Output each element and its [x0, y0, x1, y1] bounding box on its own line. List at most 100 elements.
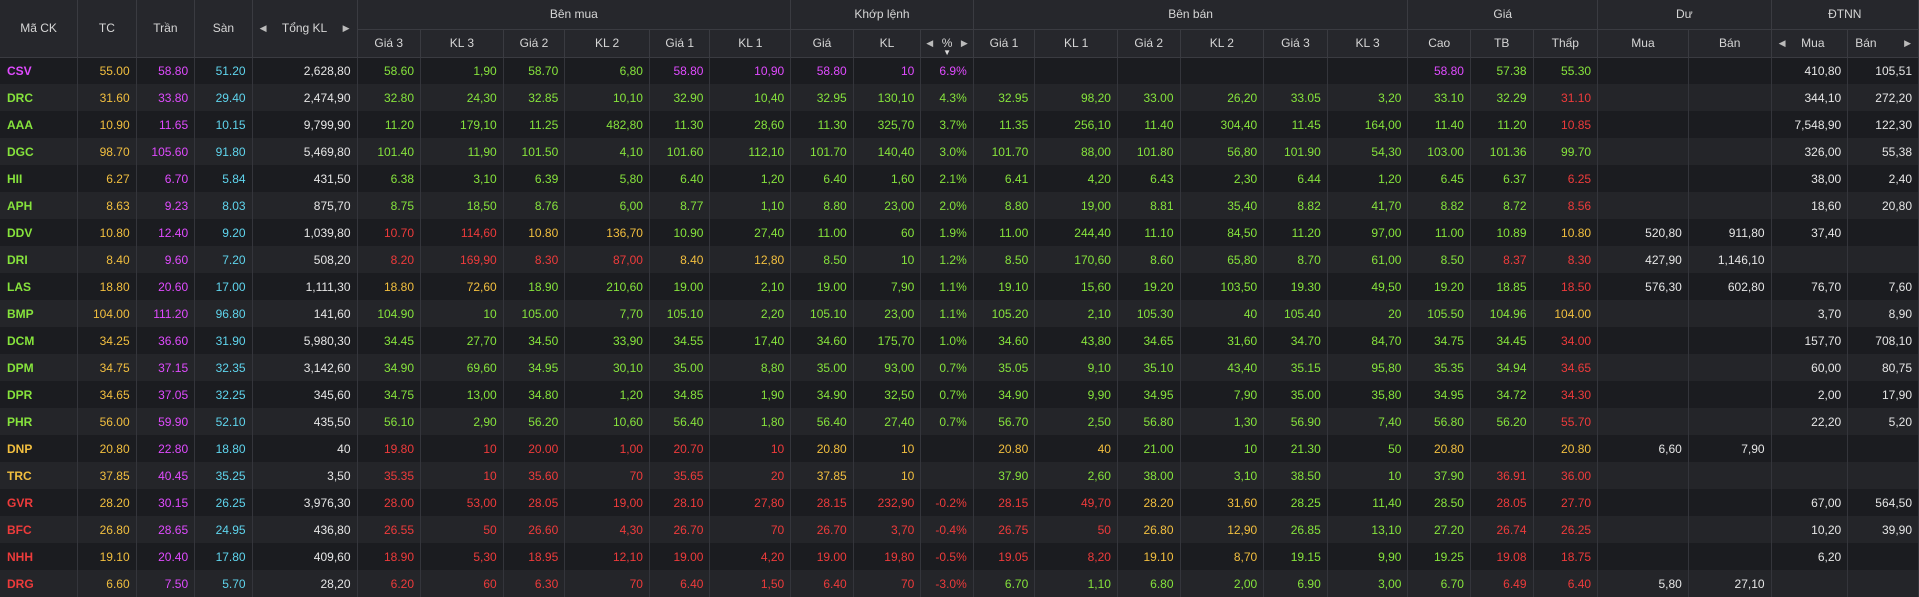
chevron-left-icon[interactable]: ◀: [1778, 37, 1786, 48]
cell-symbol[interactable]: PHR: [0, 408, 79, 435]
table-row[interactable]: DRG 6.60 7.50 5.70 28,20 6.20 60 6.30 70 6.40 1,50…: [0, 570, 1919, 597]
cell-buy-kl3: 179,10: [420, 111, 504, 138]
table-row[interactable]: DGC 98.70 105.60 91.80 5,469,80 101.40 11,90 10…: [0, 138, 1919, 165]
col-sell-gia2[interactable]: Giá 2: [1117, 29, 1181, 58]
cell-symbol[interactable]: HII: [0, 165, 79, 192]
col-sell-kl2[interactable]: KL 2: [1180, 29, 1265, 58]
cell-symbol[interactable]: DDV: [0, 219, 79, 246]
cell-sell-gia2: 8.60: [1117, 246, 1181, 273]
cell-symbol[interactable]: DPR: [0, 381, 79, 408]
cell-tc: 55.00: [77, 57, 137, 84]
table-row[interactable]: TRC 37.85 40.45 35.25 3,50 35.35 10 35.60 70 35.6…: [0, 462, 1919, 489]
col-san[interactable]: Sàn: [194, 0, 253, 58]
col-tran[interactable]: Trần: [136, 0, 196, 58]
table-row[interactable]: NHH 19.10 20.40 17.80 409,60 18.90 5,30 18.95 12…: [0, 543, 1919, 570]
col-du-ban[interactable]: Bán: [1688, 29, 1772, 58]
cell-nn-ban: 55,38: [1847, 138, 1919, 165]
cell-du-mua: 520,80: [1597, 219, 1689, 246]
col-sell-kl1[interactable]: KL 1: [1034, 29, 1118, 58]
cell-sell-kl3: [1327, 57, 1409, 84]
col-ma-ck[interactable]: Mã CK: [0, 0, 79, 58]
cell-symbol[interactable]: DRI: [0, 246, 79, 273]
table-row[interactable]: DRI 8.40 9.60 7.20 508,20 8.20 169,90 8.30 87,00…: [0, 246, 1919, 273]
cell-tran: 20.60: [136, 273, 196, 300]
cell-buy-gia3: 18.80: [357, 273, 422, 300]
col-nn-ban[interactable]: Bán ▶: [1847, 29, 1919, 58]
cell-sell-kl2: 3,10: [1180, 462, 1265, 489]
cell-du-mua: [1597, 138, 1689, 165]
col-sell-kl3[interactable]: KL 3: [1327, 29, 1409, 58]
chevron-right-icon[interactable]: ▶: [960, 37, 968, 48]
cell-buy-kl3: 27,70: [420, 327, 504, 354]
table-row[interactable]: DNP 20.80 22.80 18.80 40 19.80 10 20.00 1,00 20.7…: [0, 435, 1919, 462]
cell-match-kl: 93,00: [853, 354, 922, 381]
col-match-gia[interactable]: Giá: [790, 29, 854, 58]
cell-cao: 6.45: [1407, 165, 1471, 192]
cell-match-gia: 6.40: [790, 165, 854, 192]
cell-symbol[interactable]: CSV: [0, 57, 79, 84]
cell-buy-gia3: 32.80: [357, 84, 422, 111]
col-thap[interactable]: Thấp: [1533, 29, 1599, 58]
table-row[interactable]: APH 8.63 9.23 8.03 875,70 8.75 18,50 8.76 6,00 8.…: [0, 192, 1919, 219]
cell-du-ban: [1688, 516, 1772, 543]
cell-symbol[interactable]: DRC: [0, 84, 79, 111]
cell-sell-kl2: 56,80: [1180, 138, 1265, 165]
cell-symbol[interactable]: DPM: [0, 354, 79, 381]
col-buy-kl3[interactable]: KL 3: [420, 29, 504, 58]
table-row[interactable]: DPM 34.75 37.15 32.35 3,142,60 34.90 69,60 34.9…: [0, 354, 1919, 381]
cell-nn-ban: [1847, 570, 1919, 597]
col-tong-kl[interactable]: ◀ Tổng KL ▶: [252, 0, 358, 58]
table-row[interactable]: HII 6.27 6.70 5.84 431,50 6.38 3,10 6.39 5,80 6.4…: [0, 165, 1919, 192]
table-row[interactable]: BMP 104.00 111.20 96.80 141,60 104.90 10 105.00…: [0, 300, 1919, 327]
cell-symbol[interactable]: APH: [0, 192, 79, 219]
cell-symbol[interactable]: BMP: [0, 300, 79, 327]
table-row[interactable]: DCM 34.25 36.60 31.90 5,980,30 34.45 27,70 34.5…: [0, 327, 1919, 354]
cell-buy-kl3: 10: [420, 435, 504, 462]
col-tb[interactable]: TB: [1470, 29, 1534, 58]
table-row[interactable]: PHR 56.00 59.90 52.10 435,50 56.10 2,90 56.20 10…: [0, 408, 1919, 435]
cell-symbol[interactable]: AAA: [0, 111, 79, 138]
table-row[interactable]: CSV 55.00 58.80 51.20 2,628,80 58.60 1,90 58.70…: [0, 57, 1919, 84]
cell-buy-gia2: 34.80: [503, 381, 566, 408]
cell-tc: 8.40: [77, 246, 137, 273]
cell-sell-kl2: 26,20: [1180, 84, 1265, 111]
chevron-left-icon[interactable]: ◀: [926, 37, 934, 48]
chevron-right-icon[interactable]: ▶: [342, 22, 350, 33]
col-buy-kl2[interactable]: KL 2: [564, 29, 650, 58]
col-sell-gia1[interactable]: Giá 1: [973, 29, 1036, 58]
table-row[interactable]: GVR 28.20 30.15 26.25 3,976,30 28.00 53,00 28.0…: [0, 489, 1919, 516]
cell-symbol[interactable]: DRG: [0, 570, 79, 597]
col-du-mua[interactable]: Mua: [1597, 29, 1689, 58]
table-row[interactable]: LAS 18.80 20.60 17.00 1,111,30 18.80 72,60 18.9…: [0, 273, 1919, 300]
cell-sell-gia3: 6.44: [1263, 165, 1328, 192]
cell-symbol[interactable]: BFC: [0, 516, 79, 543]
cell-symbol[interactable]: DNP: [0, 435, 79, 462]
cell-cao: 27.20: [1407, 516, 1471, 543]
chevron-left-icon[interactable]: ◀: [259, 22, 267, 33]
table-row[interactable]: AAA 10.90 11.65 10.15 9,799,90 11.20 179,10 11.…: [0, 111, 1919, 138]
col-buy-kl1[interactable]: KL 1: [709, 29, 792, 58]
cell-sell-gia1: 8.80: [973, 192, 1036, 219]
cell-symbol[interactable]: LAS: [0, 273, 79, 300]
table-row[interactable]: BFC 26.80 28.65 24.95 436,80 26.55 50 26.60 4,30…: [0, 516, 1919, 543]
col-nn-mua[interactable]: ◀ Mua: [1771, 29, 1849, 58]
cell-symbol[interactable]: NHH: [0, 543, 79, 570]
cell-symbol[interactable]: DCM: [0, 327, 79, 354]
cell-match-gia: 58.80: [790, 57, 854, 84]
cell-tb: 34.94: [1470, 354, 1534, 381]
table-row[interactable]: DPR 34.65 37.05 32.25 345,60 34.75 13,00 34.80 1…: [0, 381, 1919, 408]
chevron-right-icon[interactable]: ▶: [1904, 37, 1911, 48]
col-match-kl[interactable]: KL: [853, 29, 922, 58]
col-cao[interactable]: Cao: [1407, 29, 1471, 58]
col-match-pct[interactable]: ◀ % ▶ ▼: [920, 29, 974, 58]
col-tc[interactable]: TC: [77, 0, 137, 58]
cell-symbol[interactable]: DGC: [0, 138, 79, 165]
col-sell-gia3[interactable]: Giá 3: [1263, 29, 1328, 58]
cell-symbol[interactable]: TRC: [0, 462, 79, 489]
table-row[interactable]: DDV 10.80 12.40 9.20 1,039,80 10.70 114,60 10.8…: [0, 219, 1919, 246]
table-row[interactable]: DRC 31.60 33.80 29.40 2,474,90 32.80 24,30 32.8…: [0, 84, 1919, 111]
col-buy-gia3[interactable]: Giá 3: [357, 29, 422, 58]
cell-symbol[interactable]: GVR: [0, 489, 79, 516]
col-buy-gia1[interactable]: Giá 1: [649, 29, 711, 58]
col-buy-gia2[interactable]: Giá 2: [503, 29, 566, 58]
